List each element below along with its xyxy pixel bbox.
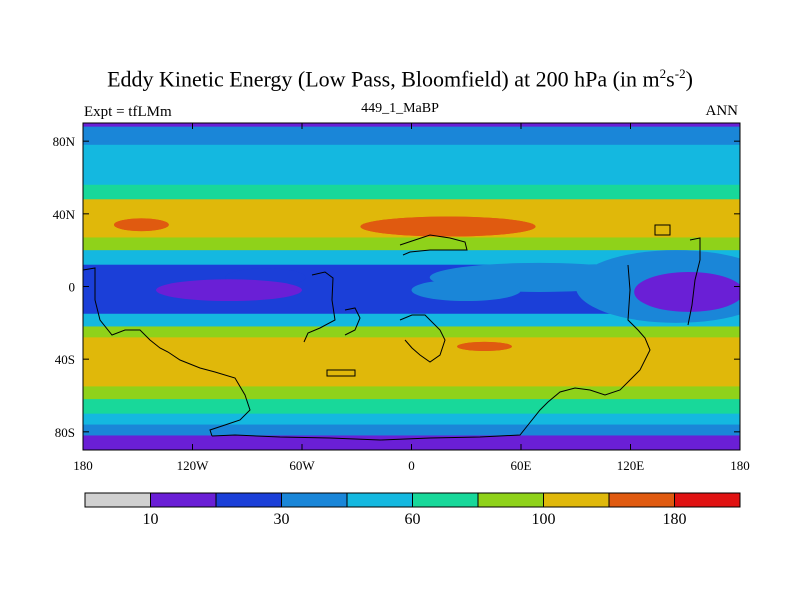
y-tick-label-1: 40N bbox=[53, 207, 76, 222]
coastline-africa bbox=[303, 271, 336, 343]
colorbar-swatch-7 bbox=[543, 492, 610, 508]
y-tick-label-2: 0 bbox=[69, 280, 76, 295]
colorbar-swatch-8 bbox=[608, 492, 675, 508]
zonal-band-9 bbox=[83, 313, 740, 327]
colorbar-label-1: 30 bbox=[274, 511, 290, 528]
coastline-indian bbox=[344, 307, 361, 336]
colorbar-swatch-1 bbox=[150, 492, 217, 508]
colorbar-swatch-3 bbox=[281, 492, 348, 508]
colorbar-swatch-4 bbox=[346, 492, 413, 508]
x-tick-label-0: 180 bbox=[73, 458, 93, 473]
y-axis-ticks: 80N 40N 0 40S 80S bbox=[53, 134, 740, 440]
zonal-band-12 bbox=[83, 386, 740, 400]
colorbar-swatch-5 bbox=[412, 492, 479, 508]
coastline-americas bbox=[83, 267, 251, 437]
y-tick-label-0: 80N bbox=[53, 134, 76, 149]
case-label: 449_1_MaBP bbox=[361, 101, 439, 116]
x-tick-label-4: 60E bbox=[511, 458, 532, 473]
colorbar-label-2: 60 bbox=[405, 511, 421, 528]
colorbar-swatch-2 bbox=[215, 492, 282, 508]
field-feature-top-2 bbox=[457, 341, 512, 351]
zonal-band-10 bbox=[83, 326, 740, 338]
y-tick-label-3: 40S bbox=[55, 352, 75, 367]
coastline-asia bbox=[399, 234, 468, 256]
island-outline-2 bbox=[326, 369, 356, 377]
season-label: ANN bbox=[705, 103, 739, 119]
zonal-band-16 bbox=[83, 435, 740, 450]
coastline-outline bbox=[83, 224, 701, 441]
zonal-band-1 bbox=[83, 126, 740, 146]
zonal-band-15 bbox=[83, 424, 740, 436]
x-tick-label-3: 0 bbox=[408, 458, 415, 473]
x-tick-label-6: 180 bbox=[730, 458, 750, 473]
zonal-band-3 bbox=[83, 159, 740, 186]
x-tick-label-5: 120E bbox=[617, 458, 645, 473]
colorbar-label-4: 180 bbox=[663, 511, 687, 528]
coastline-indonesia bbox=[687, 237, 701, 326]
field-feature-6 bbox=[411, 279, 521, 302]
chart-title: Eddy Kinetic Energy (Low Pass, Bloomfiel… bbox=[107, 66, 693, 92]
field-feature-top-0 bbox=[114, 218, 169, 232]
coastline-australia-east bbox=[211, 264, 651, 441]
y-tick-label-4: 80S bbox=[55, 425, 75, 440]
colorbar-label-0: 10 bbox=[143, 511, 159, 528]
field-feature-top-3 bbox=[634, 271, 740, 312]
x-axis-ticks: 180 120W 60W 0 60E 120E 180 bbox=[73, 123, 750, 473]
colorbar-swatch-6 bbox=[477, 492, 544, 508]
x-tick-label-2: 60W bbox=[289, 458, 315, 473]
heatmap-field bbox=[83, 123, 740, 450]
field-feature-8 bbox=[156, 279, 302, 302]
zonal-band-14 bbox=[83, 413, 740, 426]
field-feature-top-1 bbox=[360, 216, 536, 237]
zonal-band-13 bbox=[83, 399, 740, 415]
colorbar: 10 30 60 100 180 bbox=[84, 492, 741, 528]
zonal-band-7 bbox=[83, 250, 740, 266]
colorbar-label-3: 100 bbox=[532, 511, 556, 528]
experiment-label: Expt = tfLMm bbox=[84, 104, 172, 120]
colorbar-swatch-0 bbox=[84, 492, 151, 508]
colorbar-swatch-9 bbox=[674, 492, 741, 508]
zonal-band-4 bbox=[83, 184, 740, 200]
zonal-band-11 bbox=[83, 337, 740, 387]
zonal-band-2 bbox=[83, 144, 740, 160]
zonal-band-6 bbox=[83, 237, 740, 251]
coastline-southamerica-east bbox=[399, 314, 446, 363]
x-tick-label-1: 120W bbox=[177, 458, 210, 473]
island-outline bbox=[654, 224, 671, 236]
